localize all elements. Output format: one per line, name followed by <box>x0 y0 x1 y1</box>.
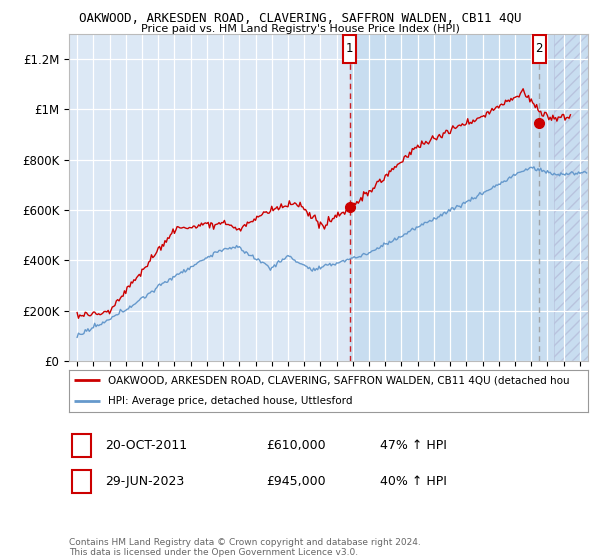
Text: OAKWOOD, ARKESDEN ROAD, CLAVERING, SAFFRON WALDEN, CB11 4QU (detached hou: OAKWOOD, ARKESDEN ROAD, CLAVERING, SAFFR… <box>108 375 569 385</box>
Bar <box>554 34 600 361</box>
FancyBboxPatch shape <box>343 35 356 63</box>
FancyBboxPatch shape <box>71 470 91 493</box>
Text: 2: 2 <box>536 42 543 55</box>
FancyBboxPatch shape <box>71 434 91 457</box>
Text: Contains HM Land Registry data © Crown copyright and database right 2024.
This d: Contains HM Land Registry data © Crown c… <box>69 538 421 557</box>
Text: Price paid vs. HM Land Registry's House Price Index (HPI): Price paid vs. HM Land Registry's House … <box>140 24 460 34</box>
Text: 29-JUN-2023: 29-JUN-2023 <box>106 475 185 488</box>
Bar <box>554 34 600 361</box>
Bar <box>350 34 554 361</box>
FancyBboxPatch shape <box>533 35 546 63</box>
Text: £610,000: £610,000 <box>266 439 326 452</box>
Text: 40% ↑ HPI: 40% ↑ HPI <box>380 475 447 488</box>
Text: 47% ↑ HPI: 47% ↑ HPI <box>380 439 447 452</box>
Text: 1: 1 <box>346 42 353 55</box>
Text: £945,000: £945,000 <box>266 475 326 488</box>
Text: 2: 2 <box>77 475 85 488</box>
Text: 1: 1 <box>77 439 85 452</box>
Text: OAKWOOD, ARKESDEN ROAD, CLAVERING, SAFFRON WALDEN, CB11 4QU: OAKWOOD, ARKESDEN ROAD, CLAVERING, SAFFR… <box>79 12 521 25</box>
Text: 20-OCT-2011: 20-OCT-2011 <box>106 439 187 452</box>
Text: HPI: Average price, detached house, Uttlesford: HPI: Average price, detached house, Uttl… <box>108 396 352 406</box>
